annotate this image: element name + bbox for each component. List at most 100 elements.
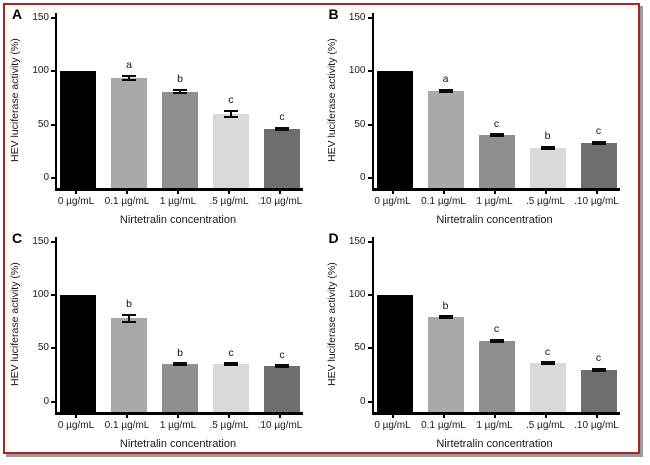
x-tick-mark xyxy=(228,191,230,194)
x-tick-mark xyxy=(595,191,598,194)
y-tick-label: 150 xyxy=(32,235,49,247)
significance-letter: c xyxy=(595,125,602,138)
bar xyxy=(213,114,249,188)
error-bar-stem xyxy=(230,112,232,116)
y-tick-mark xyxy=(51,70,55,73)
bar xyxy=(162,364,198,412)
x-tick-label: 0.1 µg/mL xyxy=(421,419,466,431)
error-bar xyxy=(438,315,453,320)
x-tick-mark xyxy=(177,191,179,194)
x-tick-label: .5 µg/mL xyxy=(525,196,566,207)
y-tick-label: 150 xyxy=(348,12,366,23)
x-tick-label: 0.1 µg/mL xyxy=(421,196,466,207)
y-axis-title: HEV luciferase activity (%) xyxy=(9,262,21,386)
x-tick-label: 1 µg/mL xyxy=(476,196,513,207)
x-tick-label: 0 µg/mL xyxy=(374,419,411,431)
significance-letter: c xyxy=(544,345,551,358)
x-tick-label: 0 µg/mL xyxy=(57,419,95,431)
significance-letter: c xyxy=(228,346,234,359)
x-tick-label: .10 µg/mL xyxy=(574,196,619,207)
bar xyxy=(580,369,617,412)
x-tick-mark xyxy=(126,414,128,418)
y-tick-mark xyxy=(51,400,55,403)
plot-area: a b c c xyxy=(55,13,303,191)
y-tick-label: 100 xyxy=(348,288,366,300)
plot-area: b c c c xyxy=(371,236,620,415)
significance-letter: c xyxy=(595,351,602,364)
x-tick-mark xyxy=(544,191,547,194)
x-tick-label: 1 µg/mL xyxy=(159,419,197,431)
y-axis-title: HEV luciferase activity (%) xyxy=(325,262,338,386)
error-bar xyxy=(489,133,504,138)
y-tick-label: 0 xyxy=(43,395,49,407)
panel-letter: B xyxy=(328,6,339,22)
x-tick-label: 0.1 µg/mL xyxy=(104,419,150,431)
y-tick-label: 50 xyxy=(354,118,366,130)
y-tick-label: 100 xyxy=(32,288,49,300)
significance-letter: b xyxy=(177,72,183,85)
error-bar xyxy=(275,364,289,369)
x-tick-label: 0.1 µg/mL xyxy=(104,196,150,207)
error-bar xyxy=(224,362,238,367)
plot-area: a c b c xyxy=(371,13,620,191)
significance-letter: c xyxy=(493,323,500,336)
x-tick-mark xyxy=(177,414,179,418)
plot-area: b b c c xyxy=(55,236,303,415)
error-bar-stem xyxy=(128,315,130,322)
error-bar xyxy=(173,362,187,367)
x-tick-mark xyxy=(493,414,496,418)
y-tick-mark xyxy=(367,17,372,19)
y-tick-label: 50 xyxy=(354,342,366,354)
x-tick-mark xyxy=(493,191,496,194)
y-axis-title: HEV luciferase activity (%) xyxy=(9,38,21,163)
bar xyxy=(162,91,198,188)
bar xyxy=(60,71,96,188)
error-bar xyxy=(122,313,136,324)
error-bar xyxy=(591,140,606,145)
y-tick-label: 50 xyxy=(37,118,49,130)
bar xyxy=(427,90,464,188)
significance-letter: b xyxy=(544,130,551,142)
significance-letter: c xyxy=(279,348,285,361)
bar xyxy=(111,77,147,188)
bar xyxy=(529,363,566,412)
panel-A: A HEV luciferase activity (%) 0 50 100 150 a b c… xyxy=(5,5,322,229)
y-tick-mark xyxy=(367,70,372,73)
y-tick-label: 50 xyxy=(37,342,49,354)
bar xyxy=(478,135,515,188)
panel-letter: A xyxy=(12,6,23,22)
panel-letter: C xyxy=(12,229,23,246)
x-tick-label: .10 µg/mL xyxy=(257,196,303,207)
y-tick-label: 100 xyxy=(32,65,49,77)
x-tick-label: .5 µg/mL xyxy=(209,196,249,207)
error-bar xyxy=(540,146,555,151)
figure-border: A HEV luciferase activity (%) 0 50 100 150 a b c… xyxy=(3,3,640,454)
y-tick-label: 100 xyxy=(348,65,366,77)
x-tick-label: 1 µg/mL xyxy=(159,196,197,207)
y-tick-mark xyxy=(367,347,372,350)
y-tick-mark xyxy=(51,123,55,126)
y-tick-mark xyxy=(367,293,372,296)
significance-letter: b xyxy=(177,346,183,359)
x-axis-title: Nirtetralin concentration xyxy=(436,437,553,450)
x-tick-mark xyxy=(595,414,598,418)
x-tick-mark xyxy=(391,191,394,194)
x-tick-mark xyxy=(442,191,445,194)
y-tick-label: 0 xyxy=(43,172,49,183)
y-tick-label: 0 xyxy=(359,395,366,407)
x-tick-label: .10 µg/mL xyxy=(574,419,619,431)
panel-C: C HEV luciferase activity (%) 0 50 100 150 b b c… xyxy=(5,229,322,453)
significance-letter: b xyxy=(442,299,449,312)
y-tick-mark xyxy=(51,240,55,243)
panel-D: D HEV luciferase activity (%) 0 50 100 150 b c c… xyxy=(322,229,639,453)
x-tick-label: 1 µg/mL xyxy=(476,419,513,431)
error-bar xyxy=(122,74,136,81)
error-bar xyxy=(591,367,606,372)
x-axis-title: Nirtetralin concentration xyxy=(436,214,553,226)
bar xyxy=(376,294,413,412)
bar xyxy=(529,148,566,188)
x-tick-label: .10 µg/mL xyxy=(257,419,303,431)
error-bar-stem xyxy=(128,76,130,79)
y-tick-mark xyxy=(51,177,55,179)
bar xyxy=(264,128,300,188)
